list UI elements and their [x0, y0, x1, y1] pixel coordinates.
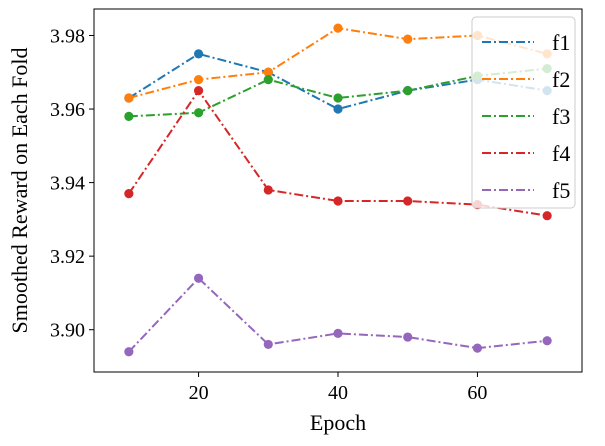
data-point-f4 [542, 211, 552, 221]
x-tick-label: 40 [328, 382, 348, 404]
data-point-f5 [472, 343, 483, 353]
data-point-f4 [403, 196, 413, 206]
y-tick-label: 3.90 [50, 320, 85, 342]
series-line-f5 [128, 276, 548, 353]
data-point-f5 [193, 273, 204, 283]
x-tick-label: 20 [189, 382, 209, 404]
data-point-f1 [333, 104, 343, 114]
data-point-f4 [333, 196, 343, 206]
y-tick-label: 3.92 [50, 246, 85, 268]
data-point-f5 [263, 339, 273, 350]
y-tick-label: 3.96 [50, 99, 85, 121]
data-point-f3 [263, 75, 273, 85]
legend-box [471, 16, 576, 209]
data-point-f3 [193, 108, 204, 118]
y-axis-ticks: 3.90 3.92 3.94 3.96 3.98 [50, 25, 94, 342]
legend-label-f3: f3 [552, 104, 570, 129]
legend-label-f4: f4 [552, 141, 570, 166]
legend-label-f1: f1 [552, 30, 570, 55]
y-axis-label: Smoothed Reward on Each Fold [7, 48, 32, 334]
data-point-f4 [193, 86, 204, 96]
data-point-f2 [333, 23, 343, 33]
data-point-f2 [263, 67, 273, 77]
data-point-f3 [124, 111, 134, 121]
data-point-f2 [124, 93, 134, 103]
legend-label-f2: f2 [552, 67, 570, 92]
x-axis-ticks: 20 40 60 [189, 372, 487, 404]
data-point-f4 [263, 185, 273, 195]
data-point-f4 [124, 189, 134, 199]
x-axis-label: Epoch [310, 410, 366, 435]
data-point-f3 [333, 93, 343, 103]
data-point-f5 [403, 332, 413, 342]
data-point-f5 [542, 336, 552, 346]
data-point-f2 [193, 75, 204, 85]
data-point-f2 [403, 34, 413, 44]
data-point-f1 [193, 49, 204, 59]
legend-label-f5: f5 [552, 178, 570, 203]
y-tick-label: 3.98 [50, 25, 85, 47]
x-tick-label: 60 [467, 382, 487, 404]
legend: f1 f2 f3 f4 f5 [471, 16, 576, 209]
data-point-f5 [124, 347, 134, 357]
data-point-f3 [403, 86, 413, 96]
data-point-f5 [333, 328, 343, 338]
y-tick-label: 3.94 [50, 173, 85, 195]
